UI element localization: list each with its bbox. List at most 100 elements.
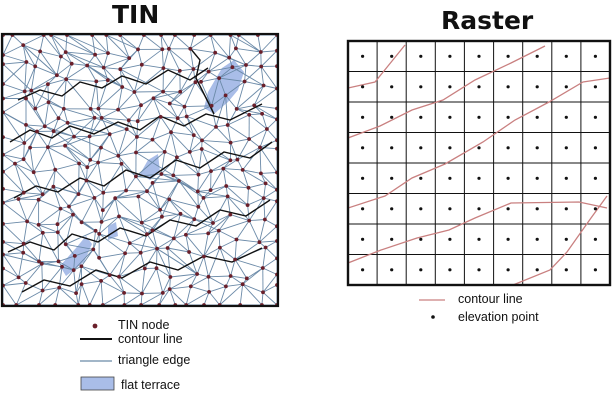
tin-node: [206, 69, 211, 74]
tin-node: [123, 251, 127, 256]
tin-edge: [208, 276, 227, 287]
elevation-point: [506, 207, 510, 211]
tin-edge: [162, 276, 171, 294]
tin-edge: [85, 180, 95, 199]
elevation-point: [564, 85, 568, 89]
tin-node: [113, 196, 118, 201]
tin-edge: [261, 113, 278, 120]
tin-edge: [119, 34, 130, 59]
legend-flat-terrace: flat terrace: [121, 378, 181, 392]
tin-edge: [25, 98, 46, 127]
raster-title: Raster: [441, 6, 534, 35]
tin-edge: [260, 66, 278, 89]
tin-node: [65, 120, 70, 125]
tin-node: [97, 255, 101, 260]
tin-edge: [24, 66, 36, 92]
tin-edge: [47, 136, 75, 148]
tin-edge: [210, 34, 230, 58]
tin-edge: [91, 34, 109, 54]
tin-contour: [189, 47, 215, 115]
tin-edge: [141, 222, 148, 235]
tin-edge: [97, 155, 119, 163]
elevation-point: [448, 176, 452, 180]
tin-edge: [141, 267, 157, 294]
tin-edge: [120, 64, 142, 70]
tin-node: [84, 178, 89, 183]
elevation-point: [564, 115, 568, 119]
tin-node: [63, 242, 68, 247]
tin-edge: [230, 142, 238, 160]
elevation-point: [564, 207, 568, 211]
tin-node: [118, 67, 123, 72]
tin-edge: [208, 291, 221, 306]
tin-node: [87, 134, 92, 139]
tin-edge: [2, 282, 26, 286]
elevation-point: [506, 268, 510, 272]
raster-contour-icon: [419, 299, 445, 301]
tin-edge: [143, 34, 163, 50]
tin-edge: [58, 261, 74, 271]
elevation-point: [419, 115, 423, 119]
tin-edge: [242, 147, 261, 171]
tin-edge: [219, 247, 236, 260]
tin-edge: [266, 118, 278, 130]
tin-edge: [259, 128, 268, 148]
raster-contour: [348, 45, 546, 139]
tin-edge: [31, 74, 58, 91]
tin-edge: [141, 64, 164, 69]
tin-edge: [260, 34, 278, 53]
tin-edge: [185, 291, 210, 306]
tin-edge: [262, 284, 278, 293]
tin-edge: [2, 61, 27, 65]
tin-node: [247, 112, 252, 117]
tin-node: [117, 274, 121, 279]
elevation-point: [593, 237, 597, 241]
tin-edge: [193, 206, 199, 220]
tin-edge: [99, 252, 126, 259]
tin-node: [135, 119, 140, 124]
tin-edge: [159, 209, 195, 220]
tin-edge: [218, 66, 233, 79]
elevation-point: [390, 176, 394, 180]
tin-edge: [54, 287, 60, 306]
tin-edge: [42, 266, 63, 291]
elevation-point: [535, 146, 539, 150]
tin-node: [51, 184, 56, 189]
tin-edge: [126, 128, 138, 138]
tin-edge: [226, 185, 249, 189]
tin-edge: [201, 148, 231, 161]
tin-edge: [262, 258, 278, 269]
elevation-point: [506, 115, 510, 119]
tin-edge: [18, 198, 39, 201]
tin-edge: [26, 221, 44, 234]
tin-edge: [137, 49, 143, 65]
elevation-point: [419, 146, 423, 150]
tin-edge: [105, 34, 109, 54]
tin-edge: [87, 162, 99, 168]
tin-edge: [100, 147, 119, 157]
tin-edge: [53, 118, 59, 132]
tin-edge: [2, 34, 13, 56]
tin-node: [227, 55, 232, 60]
tin-edge: [2, 268, 19, 278]
tin-edge: [201, 148, 212, 172]
tin-node: [93, 52, 97, 57]
tin-edge: [197, 189, 211, 192]
tin-edge: [57, 208, 61, 225]
tin-edge: [101, 197, 116, 223]
tin-edge: [29, 131, 38, 148]
tin-edge: [208, 275, 231, 278]
elevation-point: [564, 176, 568, 180]
tin-edge: [262, 247, 267, 269]
tin-node: [233, 257, 238, 262]
tin-edge: [247, 205, 250, 221]
elevation-point: [448, 146, 452, 150]
raster-contour-lines: [348, 44, 610, 285]
tin-edge: [23, 192, 43, 195]
elevation-point: [535, 268, 539, 272]
tin-contour: [21, 247, 263, 293]
tin-edge: [189, 135, 195, 153]
tin-edge: [161, 173, 198, 192]
tin-edge: [218, 214, 231, 231]
tin-edge: [89, 147, 102, 161]
